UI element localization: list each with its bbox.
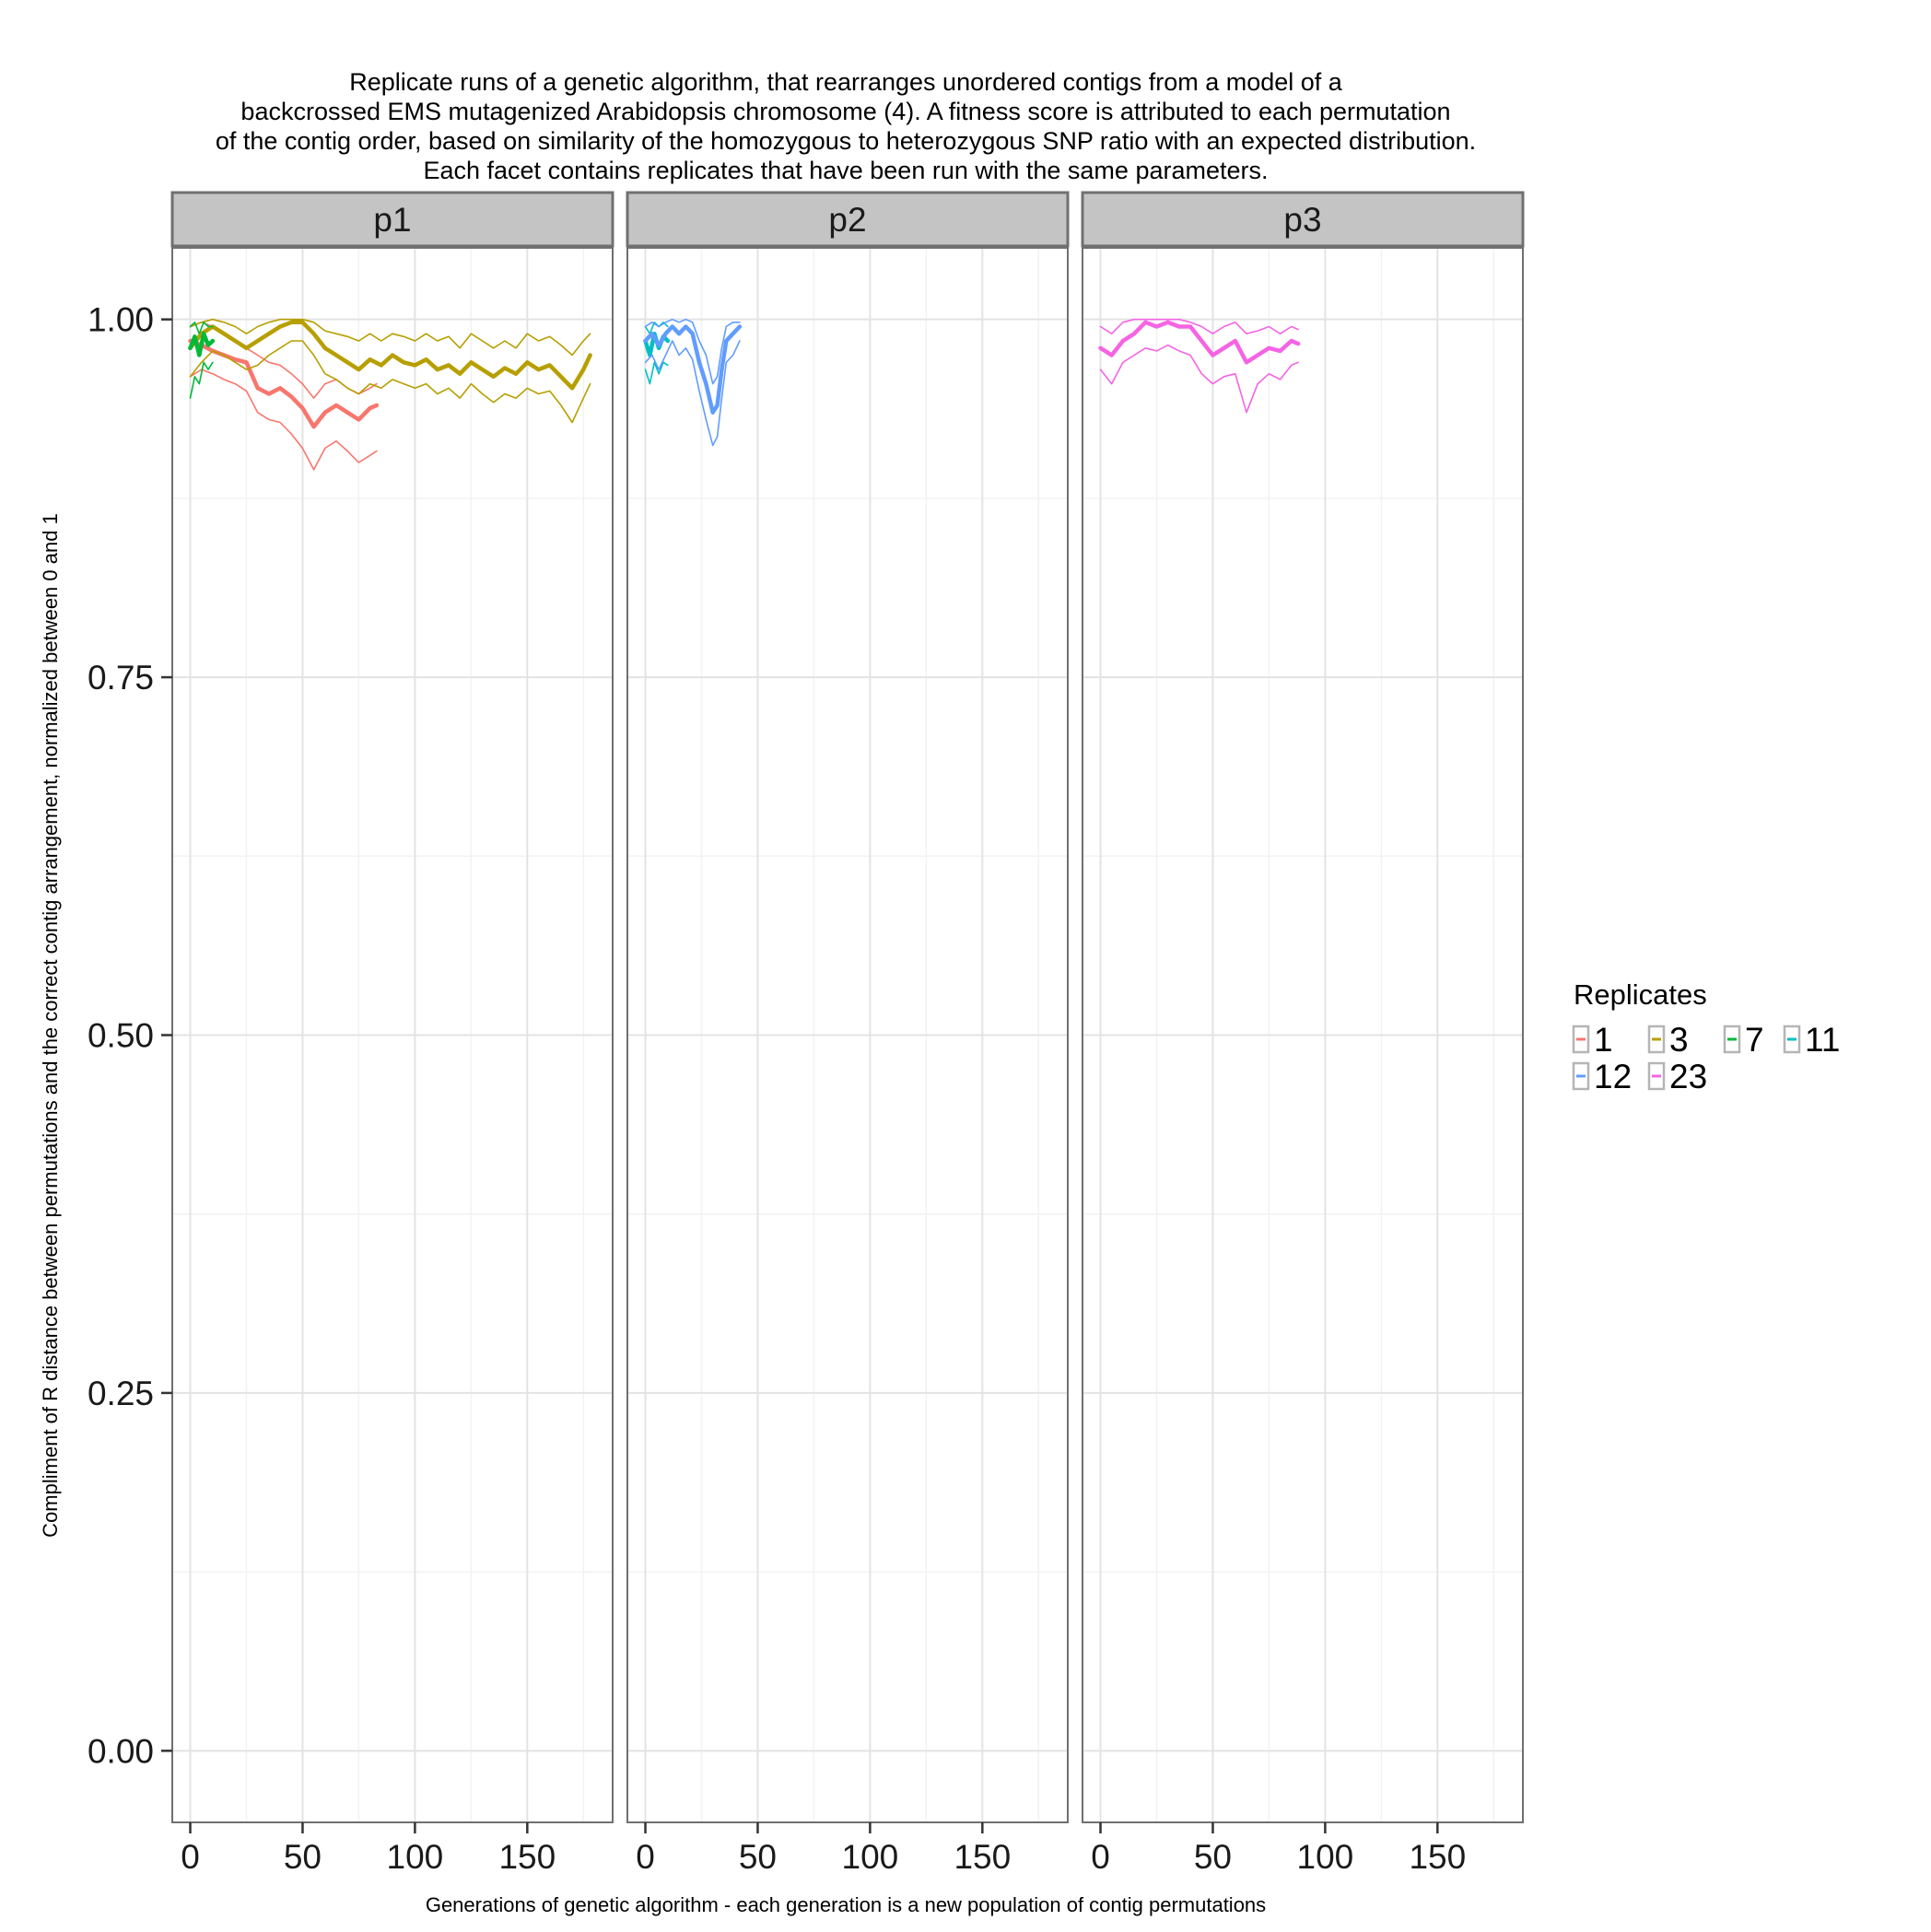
legend-label: 7 <box>1745 1021 1764 1059</box>
series-line-7-lower <box>189 361 214 399</box>
x-tick-label: 0 <box>1091 1838 1110 1876</box>
series-line-3-lower <box>189 340 591 424</box>
facets: p1 p2 p3 <box>170 191 1525 1823</box>
series-line-23-mean <box>1098 320 1301 365</box>
facet-p1: p1 <box>170 191 614 1823</box>
x-tick-label: 150 <box>498 1838 556 1876</box>
y-tick-label: 0.50 <box>88 1017 154 1055</box>
y-axis: 0.00 0.25 0.50 0.75 1.00 <box>88 301 172 1770</box>
facet-strip-label: p1 <box>373 201 411 239</box>
y-tick-label: 0.00 <box>88 1732 154 1770</box>
series-line-3-mean <box>188 320 592 391</box>
y-tick-label: 1.00 <box>88 301 154 339</box>
legend-item-12: 12 <box>1572 1058 1632 1095</box>
x-axis-label: Generations of genetic algorithm - each … <box>426 1893 1266 1916</box>
series-line-3-upper <box>189 318 591 357</box>
series-line-12-lower <box>644 340 741 447</box>
legend-item-1: 1 <box>1572 1021 1613 1059</box>
panel-border <box>1082 247 1524 1823</box>
title-line-2: backcrossed EMS mutagenized Arabidopsis … <box>240 98 1450 125</box>
series-line-12-mean <box>643 324 743 415</box>
grid <box>627 248 1068 1822</box>
facet-p2: p2 <box>626 191 1070 1823</box>
x-tick-label: 100 <box>387 1838 444 1876</box>
facet-strip-label: p2 <box>828 201 866 239</box>
grid <box>1083 248 1523 1822</box>
legend-label: 1 <box>1594 1021 1613 1059</box>
facet-strip <box>626 191 1070 248</box>
x-tick-label: 50 <box>284 1838 322 1876</box>
legend-label: 11 <box>1805 1021 1840 1059</box>
legend-label: 3 <box>1669 1021 1689 1059</box>
series-group <box>188 318 592 471</box>
series-group <box>643 318 743 447</box>
legend-title: Replicates <box>1574 978 1707 1011</box>
facet-p3: p3 <box>1081 191 1525 1823</box>
title-line-1: Replicate runs of a genetic algorithm, t… <box>349 68 1343 96</box>
title-line-3: of the contig order, based on similarity… <box>216 127 1476 155</box>
x-tick-label: 150 <box>1409 1838 1466 1876</box>
panel-border <box>626 247 1069 1823</box>
series-group <box>1098 318 1301 414</box>
x-tick-label: 100 <box>1297 1838 1354 1876</box>
legend-item-11: 11 <box>1783 1021 1840 1059</box>
y-tick-label: 0.75 <box>88 659 154 697</box>
series-line-7-mean <box>188 331 216 357</box>
facet-strip <box>1081 191 1525 248</box>
x-tick-label: 50 <box>1194 1838 1232 1876</box>
facet-strip <box>170 191 614 248</box>
legend-label: 23 <box>1669 1058 1707 1095</box>
x-tick-label: 100 <box>842 1838 899 1876</box>
x-tick-label: 150 <box>954 1838 1011 1876</box>
facet-strip-label: p3 <box>1283 201 1321 239</box>
legend-item-3: 3 <box>1647 1021 1689 1059</box>
y-tick-label: 0.25 <box>88 1375 154 1412</box>
y-axis-label: Compliment of R distance between permuta… <box>39 513 62 1538</box>
legend-item-23: 23 <box>1647 1058 1707 1095</box>
grid <box>172 248 613 1822</box>
x-tick-label: 0 <box>181 1838 200 1876</box>
x-axis: 0 50 100 150 0 50 100 150 0 50 100 150 <box>181 1822 1466 1876</box>
legend: Replicates 1 3 7 11 12 23 <box>1572 978 1840 1095</box>
series-line-23-lower <box>1099 344 1299 414</box>
series-line-11-lower <box>644 361 669 385</box>
series-line-23-upper <box>1099 318 1299 335</box>
series-line-12-upper <box>644 318 741 385</box>
chart-title: Replicate runs of a genetic algorithm, t… <box>216 68 1476 184</box>
series-line-1-lower <box>189 369 378 471</box>
legend-item-7: 7 <box>1723 1021 1764 1059</box>
series-line-7-upper <box>189 321 214 335</box>
title-line-4: Each facet contains replicates that have… <box>423 157 1268 184</box>
x-tick-label: 0 <box>636 1838 655 1876</box>
legend-label: 12 <box>1594 1058 1632 1095</box>
x-tick-label: 50 <box>739 1838 777 1876</box>
